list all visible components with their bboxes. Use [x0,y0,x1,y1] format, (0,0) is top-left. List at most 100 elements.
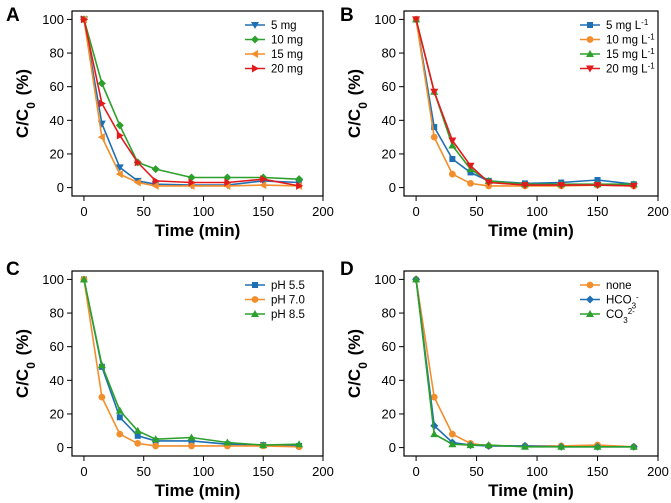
legend-label: 5 mg [271,20,297,32]
data-point [97,133,105,142]
legend-item: CO32- [580,307,635,325]
series-a-0 [79,16,304,190]
data-point [259,181,267,190]
x-tick-label: 100 [193,204,215,219]
x-tick-label: 200 [647,464,669,479]
series-line [415,19,634,187]
data-point [484,179,493,187]
y-tick-label: 0 [57,440,64,455]
data-point [593,442,602,450]
x-tick-label: 50 [469,464,483,479]
series-line [83,279,300,447]
legend-swatch-marker [251,310,259,317]
legend-swatch-marker [586,36,594,43]
series-line [83,19,300,180]
legend-label: pH 8.5 [271,309,305,321]
legend-swatch-marker [586,295,594,304]
legend-swatch-marker [251,22,259,29]
y-tick-label: 20 [382,406,396,421]
data-point [448,170,456,178]
chart-panel-b: B 0 50 100 150 200 0 20 40 60 80 100 Time (min) C/C0 … [340,5,669,240]
legend-label: 15 mg L-1 [606,47,655,62]
x-tick-label: 100 [193,464,215,479]
y-tick-label: 0 [57,180,64,195]
data-point [629,442,638,450]
data-point [467,179,474,187]
data-point [133,178,141,187]
legend-item: 15 mg L-1 [580,47,655,62]
legend-item: 20 mg L-1 [580,61,655,76]
data-point [466,162,475,170]
data-point [412,16,421,24]
legend-item: HCO3- [580,292,639,310]
series-c-1 [80,276,303,451]
panel-label-a: A [6,5,20,26]
x-tick-label: 150 [587,204,609,219]
legend-swatch-marker [586,281,594,289]
plot-frame [71,10,324,197]
y-tick-label: 40 [382,373,396,388]
series-b-3 [412,16,638,190]
y-tick-label: 40 [50,113,64,128]
legend-label: 10 mg L-1 [606,32,655,47]
legend-label: 10 mg [271,35,303,47]
y-tick-label: 80 [382,46,396,61]
x-tick-label: 200 [312,204,334,219]
x-tick-label: 200 [647,204,669,219]
data-point [98,99,106,108]
y-tick-label: 60 [50,339,64,354]
data-point [295,440,304,448]
data-point [223,438,232,446]
plot-frame [403,10,659,197]
y-tick-label: 40 [382,113,396,128]
x-tick-label: 0 [412,204,419,219]
x-tick-label: 150 [252,464,274,479]
data-point [557,442,566,450]
data-point [97,361,106,369]
data-point [466,441,475,449]
legend-label: 15 mg [271,49,303,61]
legend: 5 mg 10 mg 15 mg 20 mg [245,20,303,76]
legend-swatch-marker [251,296,259,303]
x-tick-label: 100 [526,204,548,219]
legend-swatch-marker [252,282,258,288]
data-point [134,432,141,439]
data-point [295,175,304,184]
data-point [80,15,88,24]
y-tick-label: 100 [374,12,396,27]
data-point [188,442,195,450]
data-point [116,131,124,140]
x-tick-label: 150 [252,204,274,219]
data-point [79,275,88,283]
legend-label: pH 7.0 [271,295,305,307]
x-tick-label: 50 [136,464,150,479]
y-tick-label: 40 [50,373,64,388]
legend-label: pH 5.5 [271,280,305,292]
legend-item: 10 mg L-1 [580,32,655,47]
data-point [593,182,602,190]
data-point [134,439,142,447]
x-axis-title: Time (min) [488,481,574,500]
series-line [415,279,634,448]
y-tick-label: 0 [389,180,396,195]
series-line [83,19,300,186]
data-point [520,442,529,450]
chart-panel-c: C 0 50 100 150 200 0 20 40 60 80 100 Time (min) C/C0 … [6,259,334,500]
data-point [296,181,304,190]
data-point [448,141,457,149]
panel-label-b: B [340,5,354,26]
series-line [415,19,634,185]
y-axis-title: C/C0 (%) [345,329,370,398]
data-point [115,406,124,414]
data-point [260,175,268,184]
y-tick-label: 100 [42,272,64,287]
y-tick-label: 20 [382,146,396,161]
legend: 5 mg L-110 mg L-115 mg L-120 mg L-1 [580,18,655,76]
legend-label: none [606,280,632,292]
plot-frame [71,270,324,457]
data-point [151,435,160,443]
x-axis-title: Time (min) [155,221,241,240]
data-point [412,275,421,283]
data-point [115,164,124,172]
